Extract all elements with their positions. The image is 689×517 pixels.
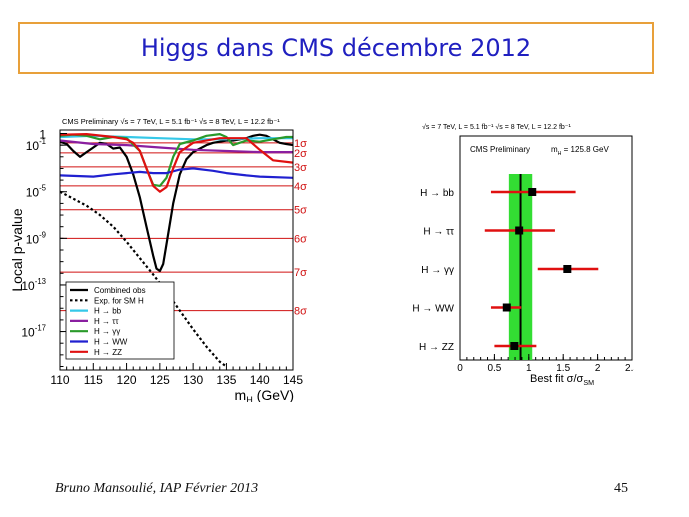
legend-label-7: H → ZZ [94,348,122,357]
best-fit-marker-4 [502,303,511,312]
x-tick-label-7: 140 [250,373,270,387]
sigma-label-7: 7σ [294,267,307,279]
best-fit-marker-2 [515,226,524,235]
legend-label-6: H → WW [94,338,128,347]
signal-strength-chart: √s = 7 TeV, L = 5.1 fb⁻¹ √s = 8 TeV, L =… [408,120,639,392]
y-tick-label-6: 10-17 [21,324,46,340]
y-tick-label-2: 10-1 [26,137,46,153]
title-box: Higgs dans CMS décembre 2012 [18,22,654,74]
category-label-5: H → ZZ [419,342,454,353]
y-tick-label-1: 1 [39,127,46,141]
series-line-2 [59,190,228,368]
series-line-1 [59,133,294,273]
y-tick-label-4: 10-9 [26,230,46,246]
x-axis-title: Best fit σ/σSM [530,373,594,387]
y-tick-label-3: 10-5 [26,184,47,200]
category-label-2: H → ττ [423,227,454,238]
x-tick-label-4: 1.5 [556,363,570,374]
x-tick-label-4: 125 [150,373,170,387]
x-tick-label-2: 115 [84,373,103,387]
legend-label-1: Combined obs [94,286,146,295]
plot-frame [459,135,633,361]
sigma-label-8: 8σ [294,306,307,318]
x-tick-label-1: 0 [457,363,463,374]
x-tick-label-8: 145 [283,373,303,387]
mass-label: mH = 125.8 GeV [551,145,609,157]
sigma-label-1: 1σ [294,138,307,150]
x-tick-label-6: 2.5 [625,363,634,374]
category-label-3: H → γγ [421,265,454,276]
legend-label-2: Exp. for SM H [94,296,144,305]
x-tick-label-1: 110 [50,373,69,387]
slide-title: Higgs dans CMS décembre 2012 [140,34,532,62]
best-fit-marker-3 [563,265,572,273]
series-line-6 [59,167,294,179]
category-label-4: H → WW [412,304,454,315]
series-line-7 [59,133,294,193]
legend-label-3: H → bb [94,307,122,316]
footer-author: Bruno Mansoulié, IAP Février 2013 [55,481,259,496]
x-axis-title: mH (GeV) [235,387,294,402]
chart-header: √s = 7 TeV, L = 5.1 fb⁻¹ √s = 8 TeV, L =… [422,123,571,131]
plot-title: CMS Preliminary [470,145,530,154]
sigma-label-6: 6σ [294,233,307,245]
best-fit-marker-5 [510,342,519,350]
page-number: 45 [614,481,628,496]
sigma-label-3: 3σ [294,162,307,174]
p-value-svg: CMS Preliminary √s = 7 TeV, L = 5.1 fb⁻¹… [9,117,307,405]
x-tick-label-5: 130 [183,373,203,387]
sigma-label-4: 4σ [294,181,307,193]
best-fit-marker-1 [528,188,537,196]
sigma-label-5: 5σ [294,205,307,217]
x-tick-label-3: 1 [526,363,532,374]
x-tick-label-2: 0.5 [487,363,501,374]
x-tick-label-6: 135 [216,373,236,387]
chart-header: CMS Preliminary √s = 7 TeV, L = 5.1 fb⁻¹… [62,118,280,126]
y-tick-label-5: 10-13 [21,277,46,293]
signal-strength-svg: √s = 7 TeV, L = 5.1 fb⁻¹ √s = 8 TeV, L =… [412,123,639,387]
x-tick-label-5: 2 [595,363,601,374]
x-tick-label-3: 120 [117,373,137,387]
legend-label-4: H → ττ [94,317,119,326]
sigma-label-2: 2σ [294,148,307,160]
p-value-chart: CMS Preliminary √s = 7 TeV, L = 5.1 fb⁻¹… [8,117,308,405]
category-label-1: H → bb [420,188,454,199]
legend-label-5: H → γγ [94,327,120,336]
y-axis-title: Local p-value [9,208,25,291]
